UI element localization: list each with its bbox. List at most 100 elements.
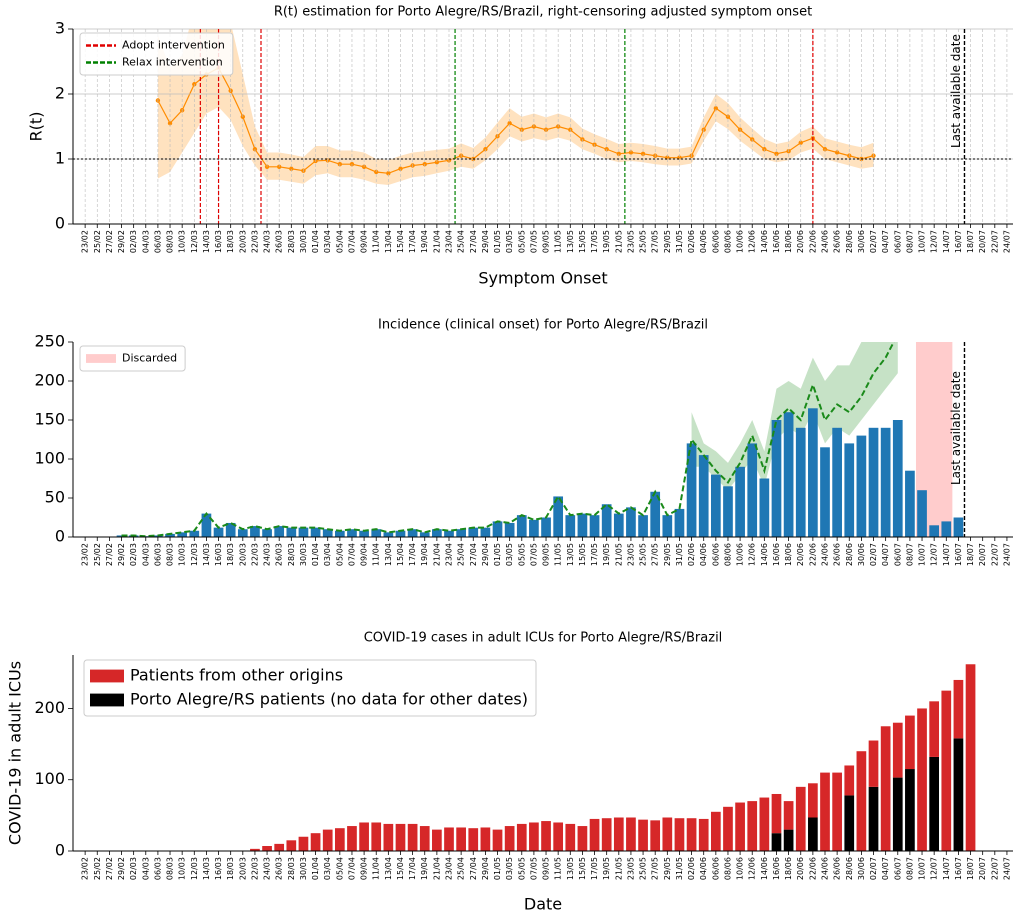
bar	[650, 491, 661, 537]
x-tick-label: 02/06	[687, 543, 696, 566]
x-tick-label: 11/04	[372, 543, 381, 566]
x-tick-label: 23/02	[81, 543, 90, 566]
x-tick-label: 08/03	[166, 857, 175, 880]
x-tick-label: 08/03	[166, 230, 175, 253]
bar	[759, 478, 770, 537]
x-tick-label: 22/07	[990, 543, 999, 566]
x-tick-label: 27/02	[105, 543, 114, 566]
x-tick-label: 18/06	[784, 230, 793, 253]
bar	[553, 496, 564, 537]
x-tick-label: 20/07	[978, 543, 987, 566]
x-tick-label: 03/05	[505, 543, 514, 566]
x-tick-label: 07/04	[347, 543, 356, 566]
x-tick-label: 27/02	[105, 857, 114, 880]
x-tick-label: 05/04	[335, 857, 344, 880]
bar	[820, 772, 830, 851]
x-tick-label: 19/04	[420, 857, 429, 880]
bar	[274, 526, 285, 537]
confidence-band	[157, 29, 874, 185]
x-tick-label: 13/05	[566, 543, 575, 566]
bar	[783, 412, 794, 537]
bar	[468, 527, 479, 537]
x-tick-label: 06/03	[153, 543, 162, 566]
y-tick-label: 200	[34, 698, 65, 717]
x-tick-label: 07/04	[347, 230, 356, 253]
y-tick-label: 0	[55, 527, 65, 546]
bar	[892, 777, 903, 851]
bar	[577, 513, 588, 537]
bar	[492, 521, 503, 537]
legend-box	[79, 32, 234, 76]
bar	[347, 826, 357, 851]
y-tick-label: 100	[34, 769, 65, 788]
bar	[941, 521, 952, 537]
x-tick-label: 29/04	[481, 857, 490, 880]
x-tick-label: 04/07	[881, 857, 890, 880]
x-tick-label: 04/07	[881, 543, 890, 566]
bar	[541, 821, 551, 851]
point	[398, 166, 403, 171]
x-tick-label: 27/04	[469, 543, 478, 566]
bar	[674, 508, 685, 537]
bar	[820, 447, 830, 537]
legend-swatch	[90, 669, 124, 683]
x-tick-label: 23/02	[81, 857, 90, 880]
bar	[929, 525, 940, 537]
x-tick-label: 09/04	[360, 543, 369, 566]
x-tick-label: 19/05	[602, 543, 611, 566]
x-tick-label: 02/07	[869, 230, 878, 253]
bar	[662, 515, 673, 537]
x-tick-label: 09/05	[542, 857, 551, 880]
x-axis-label: Date	[524, 895, 562, 914]
bar	[856, 435, 867, 537]
chart-title: R(t) estimation for Porto Alegre/RS/Braz…	[274, 5, 812, 20]
x-tick-label: 06/07	[893, 857, 902, 880]
x-tick-label: 05/05	[517, 857, 526, 880]
bar	[953, 738, 964, 851]
x-tick-label: 12/06	[748, 543, 757, 566]
y-tick-label: 200	[34, 371, 65, 390]
bar	[201, 513, 212, 537]
x-tick-label: 24/06	[821, 230, 830, 253]
x-tick-label: 13/05	[566, 230, 575, 253]
bar	[783, 801, 794, 830]
x-tick-label: 25/04	[457, 230, 466, 253]
bar	[917, 490, 927, 537]
x-tick-label: 08/06	[723, 857, 732, 880]
x-tick-label: 30/03	[299, 543, 308, 566]
x-tick-label: 21/05	[614, 543, 623, 566]
x-tick-label: 03/04	[323, 543, 332, 566]
x-tick-label: 08/07	[905, 543, 914, 566]
x-tick-label: 24/03	[263, 543, 272, 566]
x-tick-label: 09/04	[360, 230, 369, 253]
bar	[286, 840, 297, 851]
bar	[529, 519, 539, 537]
x-tick-label: 16/06	[772, 230, 781, 253]
x-tick-label: 16/03	[214, 543, 223, 566]
bar	[310, 527, 321, 537]
bar	[795, 786, 806, 851]
x-tick-label: 01/04	[311, 230, 320, 253]
x-tick-label: 11/05	[554, 543, 563, 566]
x-tick-label: 17/04	[408, 543, 417, 566]
bar	[965, 664, 976, 851]
bar	[407, 529, 418, 537]
x-tick-label: 06/06	[711, 543, 720, 566]
bar	[698, 455, 709, 537]
x-tick-label: 23/04	[445, 543, 454, 566]
x-tick-label: 06/06	[711, 230, 720, 253]
x-tick-label: 22/03	[250, 230, 259, 253]
x-tick-label: 30/06	[857, 857, 866, 880]
bar	[880, 726, 891, 851]
bar	[516, 823, 527, 851]
bar	[735, 466, 745, 537]
x-tick-label: 26/06	[833, 857, 842, 880]
x-tick-label: 29/05	[663, 857, 672, 880]
bar	[868, 786, 879, 851]
x-tick-label: 29/05	[663, 230, 672, 253]
bar	[638, 819, 648, 851]
x-tick-label: 06/06	[711, 857, 720, 880]
bar	[577, 826, 588, 851]
bar	[710, 474, 721, 537]
point	[507, 121, 512, 126]
